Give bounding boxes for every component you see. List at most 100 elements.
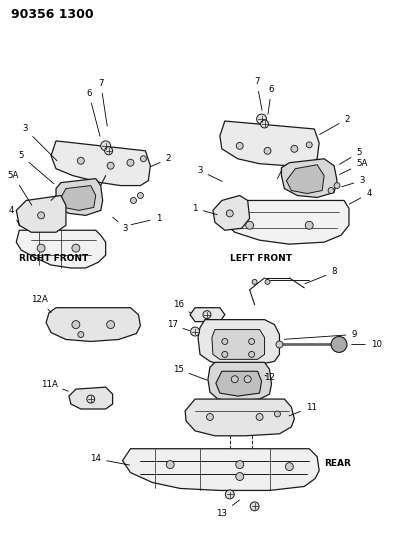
Text: 5: 5	[340, 148, 362, 164]
Circle shape	[236, 142, 243, 149]
Circle shape	[264, 147, 271, 154]
Text: 12: 12	[264, 373, 275, 382]
Circle shape	[226, 210, 233, 217]
Polygon shape	[16, 196, 66, 232]
Text: 15: 15	[173, 365, 207, 380]
Circle shape	[276, 341, 283, 348]
Text: REAR: REAR	[324, 459, 351, 468]
Text: 14: 14	[90, 454, 130, 465]
Circle shape	[244, 376, 251, 383]
Circle shape	[222, 338, 228, 344]
Circle shape	[236, 461, 244, 469]
Circle shape	[231, 376, 238, 383]
Circle shape	[249, 351, 255, 357]
Text: 17: 17	[167, 320, 190, 330]
Circle shape	[166, 461, 174, 469]
Circle shape	[286, 463, 293, 471]
Text: 3: 3	[197, 166, 222, 181]
Text: 7: 7	[254, 77, 262, 110]
Polygon shape	[198, 320, 280, 365]
Polygon shape	[213, 196, 250, 230]
Text: 1: 1	[131, 214, 161, 224]
Circle shape	[78, 332, 84, 337]
Circle shape	[265, 279, 270, 285]
Text: 6: 6	[86, 88, 100, 136]
Text: 11: 11	[289, 402, 317, 416]
Circle shape	[250, 502, 259, 511]
Polygon shape	[69, 387, 113, 409]
Circle shape	[306, 142, 312, 148]
Circle shape	[130, 198, 136, 204]
Text: 13: 13	[216, 500, 240, 518]
Text: 12A: 12A	[31, 295, 51, 313]
Text: LEFT FRONT: LEFT FRONT	[230, 254, 292, 263]
Polygon shape	[216, 372, 262, 396]
Polygon shape	[282, 159, 337, 198]
Circle shape	[225, 490, 234, 499]
Circle shape	[77, 157, 84, 164]
Text: 5: 5	[18, 151, 54, 184]
Polygon shape	[61, 185, 96, 211]
Text: 3: 3	[342, 176, 365, 187]
Polygon shape	[220, 200, 349, 244]
Circle shape	[252, 279, 257, 285]
Text: 16: 16	[173, 300, 191, 313]
Circle shape	[38, 212, 44, 219]
Polygon shape	[190, 308, 225, 321]
Polygon shape	[51, 141, 150, 185]
Polygon shape	[122, 449, 319, 490]
Text: 8: 8	[305, 268, 337, 284]
Circle shape	[87, 395, 95, 403]
Circle shape	[206, 414, 214, 421]
Text: 5A: 5A	[340, 159, 368, 174]
Polygon shape	[286, 165, 324, 193]
Circle shape	[107, 321, 114, 328]
Circle shape	[190, 327, 200, 336]
Text: 3: 3	[113, 217, 128, 233]
Polygon shape	[208, 362, 272, 401]
Circle shape	[203, 311, 211, 319]
Circle shape	[305, 221, 313, 229]
Text: 11A: 11A	[41, 379, 68, 391]
Circle shape	[107, 162, 114, 169]
Circle shape	[72, 244, 80, 252]
Polygon shape	[212, 329, 264, 359]
Circle shape	[72, 321, 80, 328]
Text: RIGHT FRONT: RIGHT FRONT	[19, 254, 88, 263]
Circle shape	[274, 411, 280, 417]
Text: 7: 7	[98, 79, 107, 126]
Circle shape	[140, 156, 146, 161]
Text: 1: 1	[192, 204, 217, 215]
Polygon shape	[185, 399, 294, 436]
Polygon shape	[16, 230, 106, 268]
Circle shape	[334, 183, 340, 189]
Text: 6: 6	[268, 85, 274, 114]
Polygon shape	[46, 308, 140, 342]
Circle shape	[291, 146, 298, 152]
Text: 2: 2	[320, 115, 350, 134]
Text: 4: 4	[350, 189, 372, 204]
Text: 3: 3	[22, 125, 57, 161]
Circle shape	[138, 192, 143, 198]
Circle shape	[127, 159, 134, 166]
Text: 10: 10	[352, 340, 382, 349]
Polygon shape	[56, 179, 103, 215]
Text: 2: 2	[151, 154, 171, 166]
Circle shape	[328, 188, 334, 193]
Text: 90356 1300: 90356 1300	[11, 8, 94, 21]
Circle shape	[249, 338, 255, 344]
Polygon shape	[220, 121, 319, 166]
Circle shape	[236, 473, 244, 481]
Circle shape	[37, 244, 45, 252]
Text: 9: 9	[284, 330, 357, 340]
Text: 5A: 5A	[8, 171, 32, 205]
Circle shape	[105, 147, 113, 155]
Circle shape	[331, 336, 347, 352]
Circle shape	[101, 141, 111, 151]
Circle shape	[222, 351, 228, 357]
Circle shape	[260, 120, 268, 128]
Circle shape	[257, 114, 266, 124]
Circle shape	[256, 414, 263, 421]
Text: 4: 4	[8, 206, 20, 226]
Circle shape	[246, 221, 254, 229]
